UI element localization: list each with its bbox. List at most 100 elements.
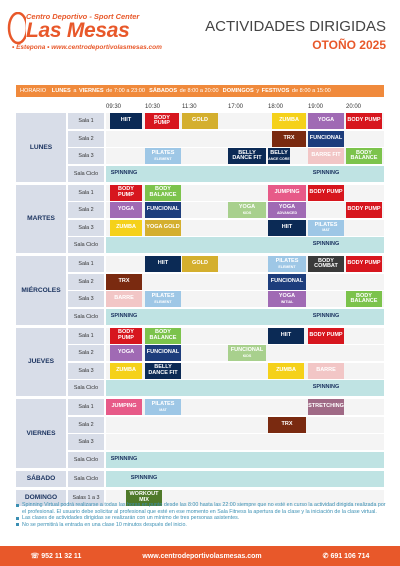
day-label: JUEVES bbox=[16, 327, 66, 396]
activity-cell: BODY PUMP bbox=[346, 202, 382, 218]
room-label: Sala 2 bbox=[68, 202, 104, 218]
room-label: Sala 3 bbox=[68, 362, 104, 379]
activity-cell: SPINNING bbox=[308, 165, 344, 182]
activity-cell: YOGA GOLD bbox=[145, 219, 181, 236]
activity-cell: BODY PUMP bbox=[308, 327, 344, 344]
activity-cell: BELLY DANCE FIT bbox=[145, 362, 181, 379]
activity-cell: SPINNING bbox=[106, 451, 142, 468]
activity-cell: ZUMBA bbox=[110, 362, 142, 379]
activity-cell: GOLD bbox=[182, 256, 218, 272]
notes: Spinning Virtual podrá realizarse a toda… bbox=[16, 502, 386, 528]
activity-cell: BODY BALANCE bbox=[346, 148, 382, 164]
room-label: Sala Ciclo bbox=[68, 308, 104, 325]
activity-cell: YOGA KIDS bbox=[228, 202, 266, 218]
activity-cell: BARRE bbox=[308, 362, 344, 379]
activity-cell: ZUMBA bbox=[110, 219, 142, 236]
activity-cell: BODY BALANCE bbox=[145, 327, 181, 344]
room-label: Sala Ciclo bbox=[68, 165, 104, 182]
activity-cell: YOGA bbox=[110, 202, 142, 218]
activity-cell: BODY PUMP bbox=[308, 184, 344, 201]
activity-cell: PILATES MAT bbox=[308, 219, 344, 236]
activity-cell: HIIT bbox=[268, 327, 304, 344]
note-item: Spinning Virtual podrá realizarse a toda… bbox=[16, 502, 386, 515]
time-label: 18:00 bbox=[268, 104, 284, 110]
day-label: LUNES bbox=[16, 113, 66, 182]
activity-cell: PILATES MAT bbox=[145, 399, 181, 415]
room-row bbox=[106, 451, 384, 468]
activity-cell: JUMPING bbox=[268, 184, 306, 201]
activity-cell: FUNCIONAL bbox=[145, 202, 181, 218]
activity-cell: YOGA bbox=[308, 113, 344, 129]
room-label: Sala 1 bbox=[68, 256, 104, 272]
activity-cell: FUNCIONAL bbox=[145, 345, 181, 361]
time-label: 17:00 bbox=[228, 104, 244, 110]
activity-cell: BODY COMBAT bbox=[308, 256, 344, 272]
activity-cell: BARRE FIT bbox=[308, 148, 344, 164]
opening-hours-bar: HORARIO LUNES a VIERNES de 7:00 a 23:00 … bbox=[16, 85, 384, 97]
activity-cell: YOGA ADVANCED bbox=[268, 202, 306, 218]
day-label: SÁBADO bbox=[16, 470, 66, 487]
day-label: DOMINGO bbox=[16, 489, 66, 506]
time-label: 10:30 bbox=[145, 104, 161, 110]
footer-phone-1[interactable]: ☏ 952 11 32 11 bbox=[30, 553, 82, 560]
time-label: 09:30 bbox=[106, 104, 122, 110]
activity-cell: JUMPING bbox=[106, 399, 142, 415]
room-row bbox=[106, 416, 384, 433]
footer: ☏ 952 11 32 11 www.centrodeportivolasmes… bbox=[0, 546, 400, 566]
activity-cell: STRETCHING bbox=[308, 399, 344, 415]
activity-cell: TRX bbox=[268, 416, 306, 433]
time-label: 19:00 bbox=[308, 104, 324, 110]
footer-phone-2[interactable]: ✆ 691 106 714 bbox=[322, 553, 370, 560]
activity-cell: PILATES ELEMENT bbox=[268, 256, 306, 272]
room-label: Sala 1 bbox=[68, 184, 104, 201]
activity-cell: YOGA bbox=[110, 345, 142, 361]
activity-cell: BARRE bbox=[106, 291, 142, 307]
room-label: Sala 1 bbox=[68, 327, 104, 344]
logo-mark-icon bbox=[7, 12, 26, 45]
activity-cell: SPINNING bbox=[308, 237, 344, 253]
activity-cell: TRX bbox=[106, 273, 142, 290]
activity-cell: BODY PUMP bbox=[110, 184, 142, 201]
room-label: Sala Ciclo bbox=[68, 451, 104, 468]
room-label: Sala 2 bbox=[68, 345, 104, 361]
activity-cell: ZUMBA bbox=[268, 362, 304, 379]
room-label: Sala 2 bbox=[68, 273, 104, 290]
activity-cell: WORKOUT MIX bbox=[126, 489, 162, 506]
room-label: Salas 1 a 3 bbox=[68, 489, 104, 506]
room-label: Sala Ciclo bbox=[68, 470, 104, 487]
activity-cell: HIIT bbox=[145, 256, 181, 272]
activity-cell: GOLD bbox=[182, 113, 218, 129]
room-label: Sala Ciclo bbox=[68, 237, 104, 253]
activity-cell: BODY PUMP bbox=[110, 327, 142, 344]
room-row bbox=[106, 470, 384, 487]
day-label: MARTES bbox=[16, 184, 66, 253]
room-label: Sala 2 bbox=[68, 416, 104, 433]
activity-cell: BODY BALANCE bbox=[346, 291, 382, 307]
activity-cell: SPINNING bbox=[308, 308, 344, 325]
activity-cell: ZUMBA bbox=[272, 113, 306, 129]
day-label: VIERNES bbox=[16, 399, 66, 468]
room-label: Sala 3 bbox=[68, 148, 104, 164]
note-item: Las clases de actividades dirigidas se r… bbox=[16, 515, 386, 522]
footer-website[interactable]: www.centrodeportivolasmesas.com bbox=[142, 552, 262, 560]
activity-cell: SPINNING bbox=[106, 308, 142, 325]
activity-cell: SPINNING bbox=[308, 380, 344, 396]
time-label: 20:00 bbox=[346, 104, 362, 110]
activity-cell: PILATES ELEMENT bbox=[145, 291, 181, 307]
room-label: Sala 3 bbox=[68, 291, 104, 307]
activity-cell: BELLY DANCE FIT bbox=[228, 148, 266, 164]
room-label: Sala Ciclo bbox=[68, 380, 104, 396]
brand-logo: Centro Deportivo - Sport Center Las Mesa… bbox=[6, 10, 176, 60]
activity-cell: TRX bbox=[272, 130, 306, 147]
brand-subtitle: Centro Deportivo - Sport Center bbox=[26, 12, 140, 21]
activity-cell: FUNCIONAL KIDS bbox=[228, 345, 266, 361]
time-label: 11:30 bbox=[182, 104, 197, 110]
brand-name: Las Mesas bbox=[26, 19, 130, 42]
activity-cell: SPINNING bbox=[106, 165, 142, 182]
note-item: No se permitirá la entrada en una clase … bbox=[16, 522, 386, 529]
activity-cell: BODY BALANCE bbox=[145, 184, 181, 201]
room-label: Sala 2 bbox=[68, 130, 104, 147]
room-label: Sala 1 bbox=[68, 113, 104, 129]
activity-cell: SPINNING bbox=[126, 470, 162, 487]
